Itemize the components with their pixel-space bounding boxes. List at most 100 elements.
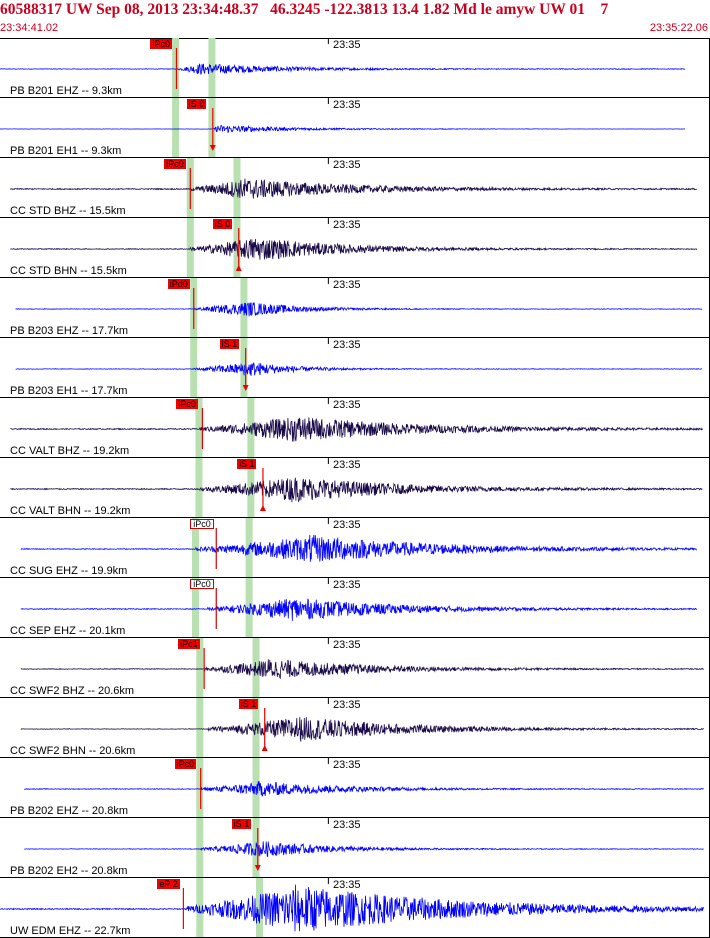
trace-panel-6 xyxy=(0,338,710,398)
theoretical-arrival-band xyxy=(233,218,241,278)
theoretical-arrival-band xyxy=(195,458,203,518)
theoretical-arrival-band xyxy=(196,758,204,818)
theoretical-arrival-band xyxy=(208,98,216,158)
polarity-arrow xyxy=(242,385,249,391)
station-channel-label: PB B203 EHZ -- 17.7km xyxy=(10,325,128,337)
phase-pick-label[interactable]: iPc0 xyxy=(150,39,172,49)
waveform-trace xyxy=(0,63,686,76)
station-channel-label: CC VALT BHN -- 19.2km xyxy=(10,505,131,517)
polarity-arrow xyxy=(209,145,216,151)
event-summary: 60588317 UW Sep 08, 2013 23:34:48.37 46.… xyxy=(0,1,609,18)
theoretical-arrival-band xyxy=(240,278,248,338)
trace-label-panel: CC SWF2 BHZ -- 20.6km 23:35 iPc1 xyxy=(0,638,710,698)
phase-pick-label[interactable]: iPc0 xyxy=(190,579,214,589)
theoretical-arrival-band xyxy=(172,98,180,158)
minute-marker-label: 23:35 xyxy=(333,279,361,291)
minute-marker-label: 23:35 xyxy=(333,519,361,531)
trace-label-panel: UW EDM EHZ -- 22.7km 23:35 eP 2 xyxy=(0,878,710,938)
waveform-trace xyxy=(20,534,697,562)
trace-panel-9 xyxy=(0,518,710,578)
phase-pick-label[interactable]: iPc0 xyxy=(190,519,214,529)
trace-label-panel: CC VALT BHN -- 19.2km 23:35 iS 1 xyxy=(0,458,710,518)
theoretical-arrival-band xyxy=(240,338,248,398)
station-channel-label: PB B202 EH2 -- 20.8km xyxy=(10,865,128,877)
end-time-label: 23:35:22.06 xyxy=(649,22,708,34)
polarity-arrow xyxy=(259,505,266,511)
trace-panel-8 xyxy=(0,458,710,518)
trace-label-panel: CC STD BHN -- 15.5km 23:35 iS 0 xyxy=(0,218,710,278)
waveform-trace xyxy=(10,178,698,199)
trace-label-panel: CC STD BHZ -- 15.5km 23:35 iPc0 xyxy=(0,158,710,218)
trace-label-panel: PB B203 EHZ -- 17.7km 23:35 iPd0 xyxy=(0,278,710,338)
trace-panel-5 xyxy=(0,278,710,338)
minute-marker-label: 23:35 xyxy=(333,579,361,591)
trace-label-panel: PB B203 EH1 -- 17.7km 23:35 iS 1 xyxy=(0,338,710,398)
waveform-trace xyxy=(20,598,697,621)
theoretical-arrival-band xyxy=(233,158,241,218)
trace-panel-11 xyxy=(0,638,710,698)
minute-marker-label: 23:35 xyxy=(333,39,361,51)
waveform-trace xyxy=(10,477,703,503)
waveform-trace xyxy=(0,884,705,932)
phase-pick-label[interactable]: iPc0 xyxy=(176,399,198,409)
theoretical-arrival-band xyxy=(196,818,204,878)
waveform-trace xyxy=(24,841,704,858)
waveform-trace xyxy=(15,362,703,376)
waveform-trace xyxy=(24,781,704,797)
plot-header: 60588317 UW Sep 08, 2013 23:34:48.37 46.… xyxy=(0,0,710,39)
phase-pick-label[interactable]: iS 1 xyxy=(236,459,257,469)
phase-pick-label[interactable]: iS 1 xyxy=(219,339,240,349)
phase-pick-label[interactable]: iS 1 xyxy=(231,819,252,829)
waveform-trace xyxy=(20,659,705,680)
phase-pick-label[interactable]: iS 1 xyxy=(238,699,259,709)
station-channel-label: CC SEP EHZ -- 20.1km xyxy=(10,625,126,637)
station-channel-label: PB B203 EH1 -- 17.7km xyxy=(10,385,128,397)
theoretical-arrival-band xyxy=(247,458,255,518)
station-channel-label: CC VALT BHZ -- 19.2km xyxy=(10,445,130,457)
waveform-trace xyxy=(20,717,704,742)
phase-pick-label[interactable]: iPc0 xyxy=(174,759,197,769)
station-channel-label: UW EDM EHZ -- 22.7km xyxy=(10,925,131,937)
waveform-trace xyxy=(10,238,698,260)
theoretical-arrival-band xyxy=(256,878,264,938)
trace-panel-13 xyxy=(0,758,710,818)
trace-label-panel: CC VALT BHZ -- 19.2km 23:35 iPc0 xyxy=(0,398,710,458)
theoretical-arrival-band xyxy=(196,698,204,758)
trace-label-panel: CC SEP EHZ -- 20.1km 23:35 iPc0 xyxy=(0,578,710,638)
trace-label-panel: PB B201 EHZ -- 9.3km 23:35 iPc0 xyxy=(0,38,710,98)
station-channel-label: CC STD BHZ -- 15.5km xyxy=(10,205,126,217)
minute-marker-label: 23:35 xyxy=(333,219,361,231)
trace-panel-3 xyxy=(0,158,710,218)
phase-pick-label[interactable]: iPd0 xyxy=(167,279,190,289)
seismogram-panels: PB B201 EHZ -- 9.3km 23:35 iPc0 PB B201 EH1… xyxy=(0,38,710,938)
trace-panel-12 xyxy=(0,698,710,758)
theoretical-arrival-band xyxy=(196,638,204,698)
station-channel-label: PB B201 EH1 -- 9.3km xyxy=(10,145,122,157)
trace-label-panel: CC SUG EHZ -- 19.9km 23:35 iPc0 xyxy=(0,518,710,578)
trace-label-panel: PB B201 EH1 -- 9.3km 23:35 iS 0 xyxy=(0,98,710,158)
trace-label-panel: PB B202 EHZ -- 20.8km 23:35 iPc0 xyxy=(0,758,710,818)
waveform-trace xyxy=(15,302,703,317)
phase-pick-label[interactable]: iS 0 xyxy=(212,219,233,229)
polarity-arrow xyxy=(261,745,268,751)
polarity-arrow xyxy=(254,865,261,871)
minute-marker-label: 23:35 xyxy=(333,819,361,831)
theoretical-arrival-band xyxy=(191,578,199,638)
station-channel-label: CC SUG EHZ -- 19.9km xyxy=(10,565,128,577)
station-channel-label: PB B202 EHZ -- 20.8km xyxy=(10,805,128,817)
minute-marker-label: 23:35 xyxy=(333,99,361,111)
theoretical-arrival-band xyxy=(172,38,180,98)
phase-pick-label[interactable]: iPc0 xyxy=(164,159,186,169)
phase-pick-label[interactable]: eP 2 xyxy=(157,879,180,889)
start-time-label: 23:34:41.02 xyxy=(0,22,59,34)
trace-panel-10 xyxy=(0,578,710,638)
minute-marker-label: 23:35 xyxy=(333,459,361,471)
phase-pick-label[interactable]: iPc1 xyxy=(178,639,200,649)
trace-label-panel: PB B202 EH2 -- 20.8km 23:35 iS 1 xyxy=(0,818,710,878)
waveform-trace xyxy=(0,124,686,134)
polarity-arrow xyxy=(235,265,242,271)
phase-pick-label[interactable]: iS 0 xyxy=(186,99,207,109)
trace-panel-2 xyxy=(0,98,710,158)
trace-panel-1 xyxy=(0,38,710,98)
station-channel-label: PB B201 EHZ -- 9.3km xyxy=(10,85,122,97)
